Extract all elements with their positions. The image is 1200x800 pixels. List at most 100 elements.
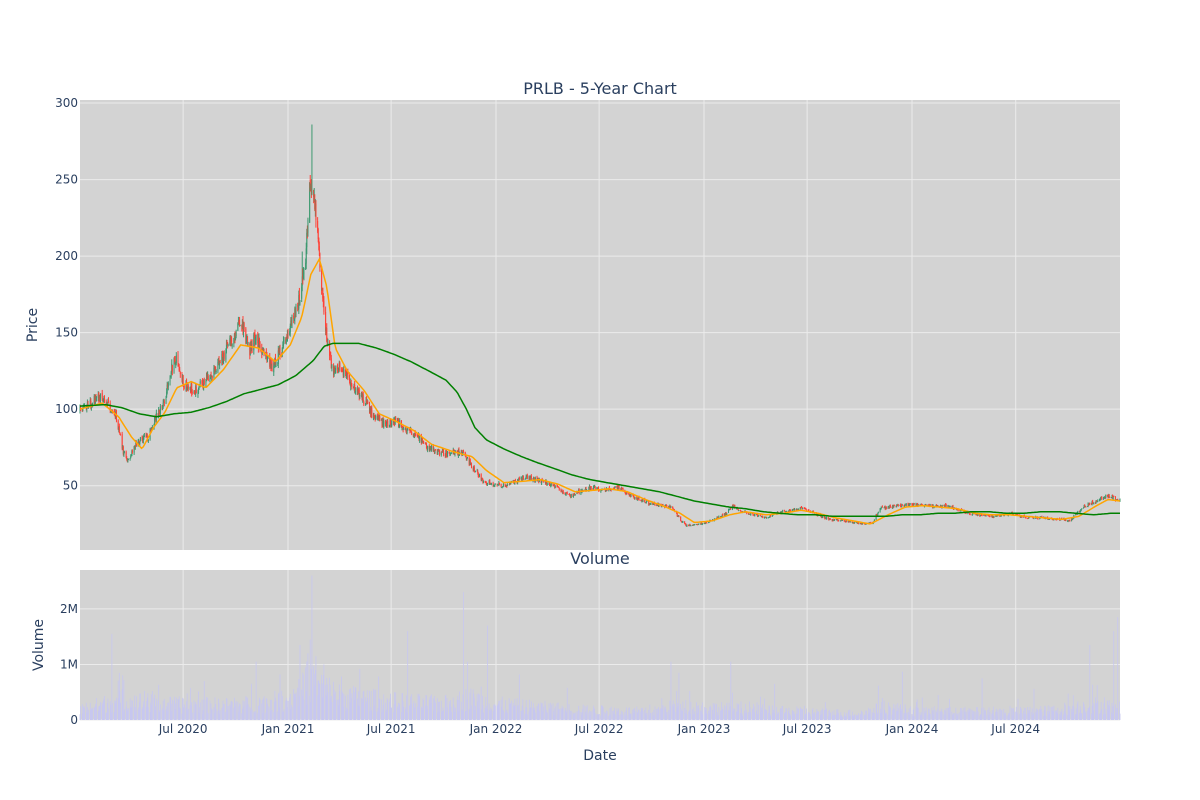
- candle-body: [175, 361, 177, 366]
- candle-body: [832, 519, 834, 521]
- candle-body: [821, 515, 823, 518]
- candle-body: [470, 463, 472, 468]
- candle-body: [351, 384, 353, 387]
- candle-body: [588, 486, 590, 491]
- volume-bar: [948, 712, 950, 720]
- volume-bar: [678, 672, 680, 720]
- candle-body: [94, 396, 96, 404]
- candle-body: [827, 517, 829, 520]
- candle-body: [951, 506, 953, 509]
- volume-bar: [692, 709, 694, 720]
- volume-bar: [839, 715, 841, 720]
- volume-bar: [793, 711, 795, 720]
- volume-bar: [353, 691, 355, 720]
- candle-body: [557, 486, 559, 488]
- candle-body: [826, 517, 828, 520]
- volume-bar: [175, 703, 177, 720]
- volume-bar: [467, 661, 468, 720]
- candle-body: [728, 509, 730, 511]
- candle-body: [900, 506, 902, 508]
- candle-body: [317, 228, 319, 239]
- candle-body: [624, 491, 626, 494]
- volume-bar: [984, 711, 986, 720]
- volume-bar: [302, 674, 304, 720]
- volume-bar: [528, 711, 530, 720]
- candle-body: [552, 483, 554, 485]
- volume-bar: [826, 708, 827, 720]
- candle-body: [833, 519, 835, 521]
- candle-body: [361, 392, 363, 400]
- candle-body: [386, 420, 388, 424]
- volume-bar: [137, 709, 139, 720]
- volume-bar: [146, 701, 148, 720]
- candle-body: [162, 402, 164, 407]
- volume-bar: [648, 709, 650, 720]
- volume-bar: [588, 712, 590, 720]
- candle-body: [367, 401, 369, 404]
- volume-bar: [161, 709, 163, 720]
- volume-bar: [848, 716, 850, 720]
- candle-body: [963, 510, 965, 513]
- volume-bar: [509, 702, 511, 720]
- volume-bar: [347, 694, 349, 720]
- volume-bar: [458, 711, 460, 720]
- candle-body: [765, 516, 767, 518]
- candle-body: [556, 485, 558, 487]
- volume-bar: [654, 706, 656, 720]
- volume-bar: [1049, 706, 1051, 720]
- candle-body: [544, 481, 546, 483]
- volume-bar: [222, 700, 224, 720]
- candle-body: [402, 426, 404, 430]
- volume-bar: [589, 715, 591, 720]
- volume-bar: [274, 690, 276, 720]
- volume-bar: [646, 714, 647, 720]
- volume-bar: [999, 708, 1001, 720]
- candle-body: [677, 515, 679, 517]
- volume-bar: [569, 710, 571, 720]
- candle-body: [633, 497, 635, 499]
- candle-body: [508, 484, 510, 486]
- candle-body: [808, 510, 810, 512]
- volume-bar: [855, 714, 857, 720]
- volume-bar: [944, 709, 945, 720]
- candle-body: [859, 523, 861, 525]
- volume-bar: [134, 711, 136, 720]
- volume-bar: [443, 710, 444, 720]
- candle-body: [600, 490, 602, 492]
- volume-bar: [562, 708, 564, 720]
- volume-bar: [464, 711, 466, 720]
- volume-bar: [1044, 705, 1046, 720]
- candle-body: [893, 505, 895, 508]
- volume-bar: [1017, 715, 1018, 720]
- candle-body: [159, 411, 161, 413]
- volume-bar: [838, 713, 839, 720]
- candle-body: [628, 494, 630, 496]
- volume-bar: [179, 707, 181, 720]
- candle-body: [96, 397, 98, 401]
- volume-bar: [383, 694, 385, 720]
- candle-body: [739, 510, 741, 512]
- candle-body: [179, 369, 181, 371]
- volume-bar: [510, 700, 512, 720]
- candle-body: [469, 460, 471, 465]
- volume-bar: [434, 700, 436, 720]
- candle-body: [185, 382, 187, 389]
- volume-bar: [313, 685, 315, 720]
- volume-bar: [872, 715, 874, 720]
- candle-body: [593, 486, 595, 488]
- volume-bar: [1071, 711, 1073, 720]
- candle-body: [309, 182, 311, 223]
- candle-body: [1112, 495, 1114, 499]
- volume-bar: [1032, 715, 1034, 720]
- candle-body: [125, 451, 127, 458]
- volume-bar: [120, 702, 121, 720]
- volume-bar: [206, 712, 208, 720]
- volume-bar: [980, 714, 982, 720]
- volume-bar: [852, 716, 854, 720]
- candle-body: [585, 487, 587, 491]
- candle-body: [652, 504, 654, 505]
- volume-bar: [945, 707, 947, 720]
- volume-bar: [1064, 704, 1066, 720]
- volume-bar: [848, 710, 850, 720]
- candle-body: [749, 513, 751, 515]
